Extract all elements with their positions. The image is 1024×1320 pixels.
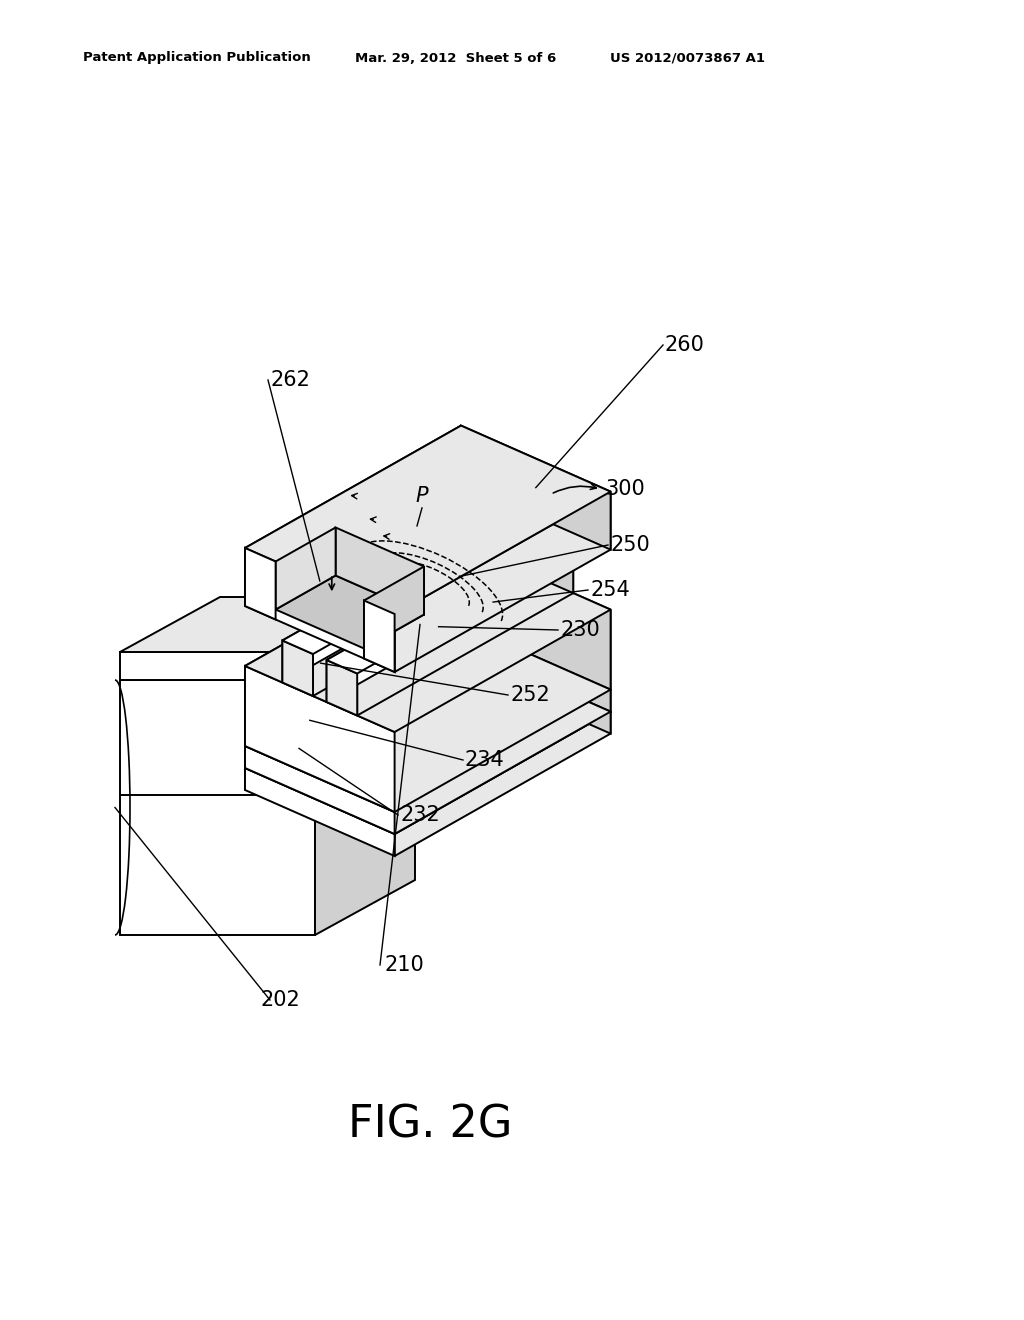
Polygon shape [461, 544, 610, 689]
Polygon shape [245, 667, 394, 812]
Text: Mar. 29, 2012  Sheet 5 of 6: Mar. 29, 2012 Sheet 5 of 6 [355, 51, 556, 65]
Polygon shape [357, 552, 573, 715]
Polygon shape [245, 645, 461, 789]
Text: FIG. 2G: FIG. 2G [348, 1104, 512, 1147]
Text: 210: 210 [385, 954, 425, 975]
Text: 234: 234 [465, 750, 505, 770]
Polygon shape [394, 689, 610, 834]
Polygon shape [245, 746, 394, 834]
Polygon shape [394, 711, 610, 855]
Polygon shape [275, 528, 336, 610]
Polygon shape [245, 425, 461, 606]
Polygon shape [245, 548, 275, 619]
Text: 250: 250 [610, 535, 650, 554]
Polygon shape [313, 532, 529, 696]
Text: 202: 202 [260, 990, 300, 1010]
Polygon shape [461, 425, 610, 549]
Polygon shape [283, 519, 529, 653]
Polygon shape [499, 519, 529, 574]
Polygon shape [283, 640, 313, 696]
Text: US 2012/0073867 A1: US 2012/0073867 A1 [610, 51, 765, 65]
Polygon shape [120, 597, 415, 652]
Polygon shape [245, 544, 461, 746]
Polygon shape [245, 623, 610, 812]
Polygon shape [245, 768, 394, 855]
Polygon shape [315, 624, 415, 935]
Polygon shape [543, 537, 573, 593]
Text: 260: 260 [665, 335, 705, 355]
Polygon shape [275, 576, 424, 648]
Text: 262: 262 [270, 370, 310, 389]
Polygon shape [315, 597, 415, 680]
Polygon shape [394, 610, 610, 812]
Polygon shape [364, 601, 394, 672]
Polygon shape [364, 566, 424, 648]
Polygon shape [461, 623, 610, 711]
Polygon shape [245, 425, 610, 614]
Polygon shape [283, 519, 499, 682]
Polygon shape [327, 537, 573, 673]
Polygon shape [120, 624, 415, 680]
Polygon shape [394, 491, 610, 672]
Text: 300: 300 [606, 479, 645, 499]
Polygon shape [245, 623, 461, 768]
Text: P: P [416, 486, 428, 506]
Polygon shape [245, 645, 610, 834]
Polygon shape [120, 652, 315, 680]
Polygon shape [327, 660, 357, 715]
Polygon shape [461, 645, 610, 734]
Polygon shape [336, 528, 424, 615]
Text: 232: 232 [400, 805, 439, 825]
Polygon shape [245, 548, 394, 672]
Text: 254: 254 [590, 579, 630, 601]
Text: 230: 230 [560, 620, 600, 640]
Text: 252: 252 [510, 685, 550, 705]
Polygon shape [327, 537, 543, 702]
Polygon shape [245, 544, 610, 733]
Polygon shape [120, 680, 315, 935]
Text: Patent Application Publication: Patent Application Publication [83, 51, 310, 65]
